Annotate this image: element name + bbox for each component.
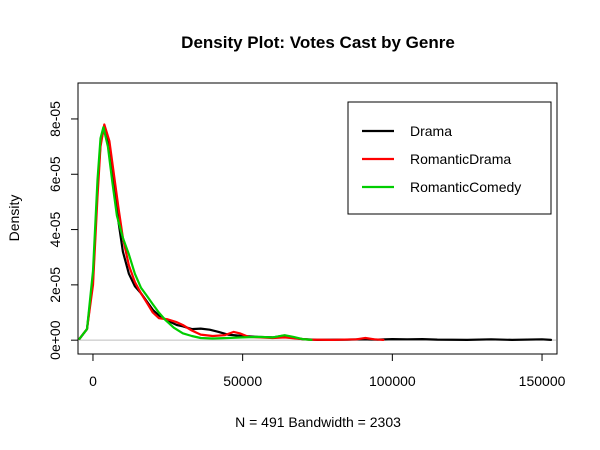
series-line-romanticdrama (78, 123, 385, 341)
x-tick-label: 50000 (223, 373, 262, 389)
x-axis: 0 50000 100000 150000 (89, 353, 566, 389)
series-layer (78, 123, 553, 341)
y-axis: 0e+00 2e-05 4e-05 6e-05 8e-05 (47, 101, 79, 360)
series-line-drama (78, 124, 553, 341)
x-axis-label: N = 491 Bandwidth = 2303 (235, 414, 401, 430)
legend-label: RomanticComedy (410, 179, 521, 195)
legend-label: RomanticDrama (410, 151, 511, 167)
y-tick-label: 6e-05 (47, 156, 63, 192)
y-axis-label: Density (6, 195, 22, 242)
y-tick-label: 4e-05 (47, 211, 63, 247)
y-tick-label: 8e-05 (47, 101, 63, 137)
y-tick-label: 0e+00 (47, 320, 63, 360)
series-line-romanticcomedy (78, 126, 313, 341)
legend: Drama RomanticDrama RomanticComedy (347, 101, 552, 215)
chart-title: Density Plot: Votes Cast by Genre (181, 33, 455, 52)
legend-label: Drama (410, 123, 452, 139)
x-tick-label: 100000 (369, 373, 416, 389)
x-tick-label: 0 (89, 373, 97, 389)
y-tick-label: 2e-05 (47, 267, 63, 303)
x-tick-label: 150000 (519, 373, 566, 389)
